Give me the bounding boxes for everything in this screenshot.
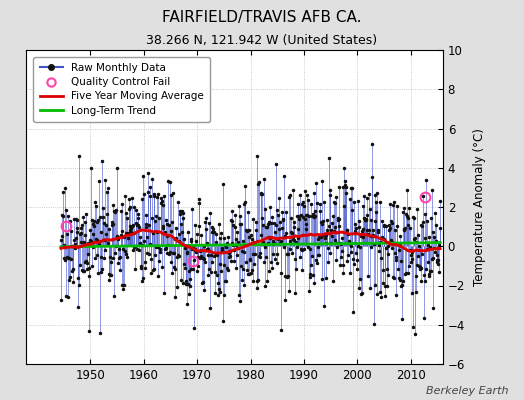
Y-axis label: Temperature Anomaly (°C): Temperature Anomaly (°C) <box>473 128 486 286</box>
Legend: Raw Monthly Data, Quality Control Fail, Five Year Moving Average, Long-Term Tren: Raw Monthly Data, Quality Control Fail, … <box>34 57 210 122</box>
Text: FAIRFIELD/TRAVIS AFB CA.: FAIRFIELD/TRAVIS AFB CA. <box>162 10 362 25</box>
Text: 38.266 N, 121.942 W (United States): 38.266 N, 121.942 W (United States) <box>146 34 378 47</box>
Text: Berkeley Earth: Berkeley Earth <box>426 386 508 396</box>
